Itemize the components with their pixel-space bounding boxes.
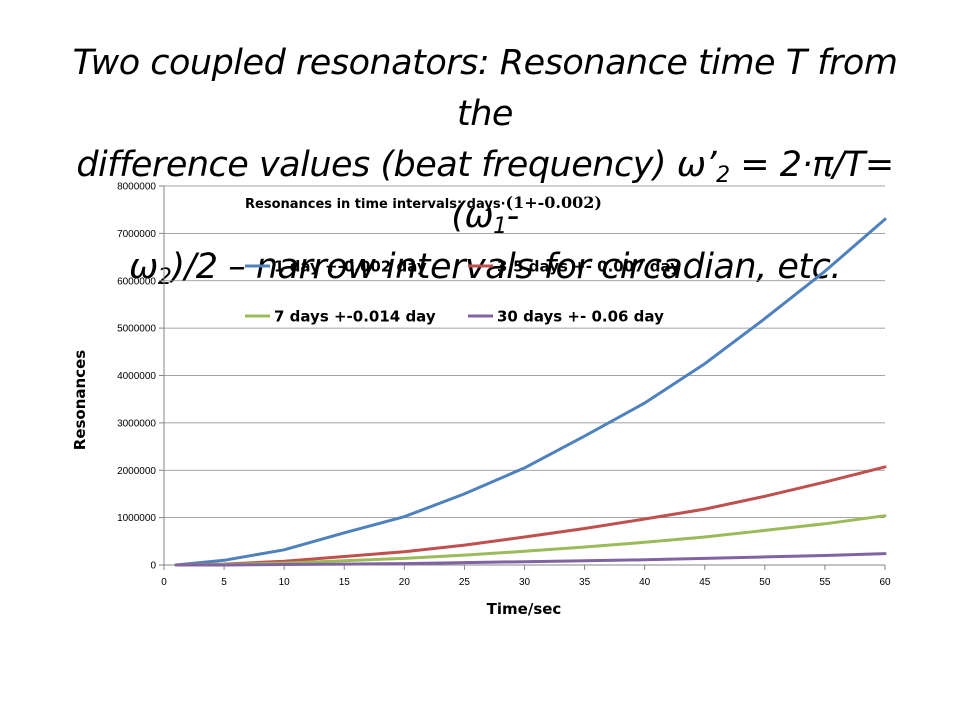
x-tick-label-2: 10 [279, 577, 291, 588]
x-tick-label-6: 30 [519, 577, 531, 588]
x-tick-label-5: 25 [459, 577, 471, 588]
slide-title-line2c: - [506, 196, 520, 236]
gridlines [164, 185, 885, 518]
slide-title-line2b: = 2·π/T= (ω [451, 145, 894, 236]
series-lines [174, 217, 887, 567]
y-tick-label-3: 3000000 [117, 418, 156, 429]
legend-label-3: 30 days +- 0.06 day [497, 308, 664, 326]
chart-title-main: Resonances in time intervals: days· [245, 197, 506, 212]
y-tick-label-2: 2000000 [117, 466, 156, 477]
legend-label-2: 7 days +-0.014 day [274, 308, 436, 326]
x-tick-label-1: 5 [221, 577, 227, 588]
axes [159, 185, 886, 570]
y-tick-label-4: 4000000 [117, 371, 156, 382]
legend-label-0: 1 day +-0.002 day [274, 258, 427, 276]
x-axis-title: Time/sec [487, 600, 562, 618]
slide-title-line2a: difference values (beat frequency) ω’ [76, 145, 717, 185]
x-tick-label-12: 60 [879, 577, 891, 588]
y-axis-title: Resonances [71, 350, 89, 451]
series-line-0 [174, 217, 887, 567]
x-tick-label-0: 0 [161, 577, 167, 588]
y-tick-label-7: 7000000 [117, 229, 156, 240]
y-tick-label-1: 1000000 [117, 513, 156, 524]
slide-title: Two coupled resonators: Resonance time T… [60, 38, 910, 293]
slide-title-sub-omega-2: 2 [157, 265, 172, 290]
slide-title-line3b: )/2 – narrow intervals for circadian, et… [171, 247, 841, 287]
x-tick-label-7: 35 [579, 577, 591, 588]
slide-title-line1: Two coupled resonators: Resonance time T… [72, 43, 898, 134]
x-tick-label-4: 20 [399, 577, 411, 588]
chart-title-suffix: (1+-0.002) [506, 193, 602, 212]
series-line-3 [174, 552, 887, 567]
x-tick-label-8: 40 [639, 577, 651, 588]
y-tick-label-6: 6000000 [117, 276, 156, 287]
y-tick-label-8: 8000000 [117, 182, 156, 193]
x-tick-labels: 0 5 10 15 20 25 30 35 40 45 50 55 60 [161, 577, 891, 588]
series-line-1 [174, 465, 887, 567]
legend-label-1: 3.5 days +- 0.007 day [497, 258, 680, 276]
x-tick-label-9: 45 [699, 577, 711, 588]
x-tick-label-11: 55 [819, 577, 831, 588]
x-tick-label-3: 15 [339, 577, 351, 588]
y-tick-label-5: 5000000 [117, 324, 156, 335]
slide-title-sub-omega-prime-2: 2 [716, 163, 730, 188]
y-tick-labels: 0 1000000 2000000 3000000 4000000 5000000 6000… [117, 182, 156, 572]
y-tick-label-0: 0 [150, 561, 156, 572]
slide-title-line3a: ω [129, 247, 158, 287]
x-tick-label-10: 50 [759, 577, 771, 588]
slide-title-sub-omega-1: 1 [493, 214, 507, 239]
legend: 1 day +-0.002 day 3.5 days +- 0.007 day 7 … [245, 258, 680, 326]
chart-title: Resonances in time intervals: days·(1+-0… [245, 193, 602, 212]
